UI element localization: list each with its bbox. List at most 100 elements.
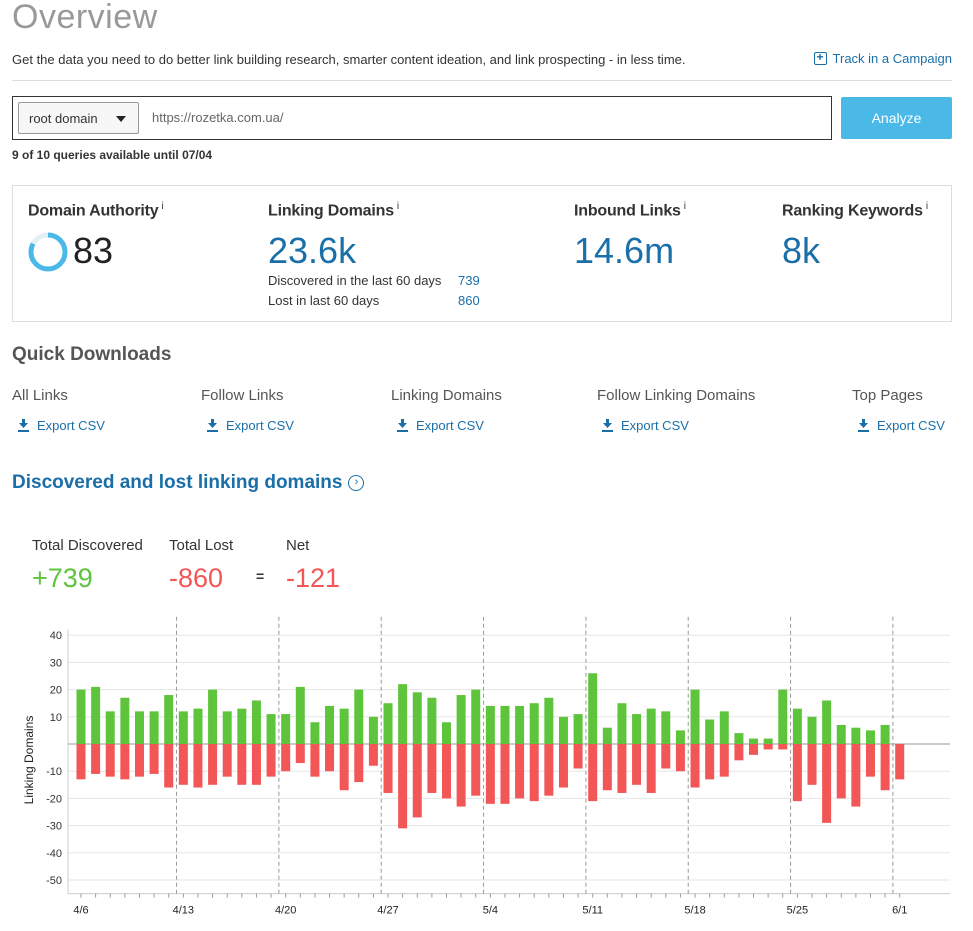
download-icon (397, 419, 408, 432)
bar-lost (675, 744, 685, 772)
bar-lost (354, 744, 364, 783)
total-lost-label: Total Lost (169, 537, 234, 554)
linking-domains-value: 23.6k (268, 230, 357, 271)
bar-discovered (661, 711, 671, 744)
bar-lost (573, 744, 583, 769)
bar-lost (383, 744, 393, 793)
analyze-button[interactable]: Analyze (841, 97, 952, 139)
download-label-follow-linking-domains: Follow Linking Domains (597, 387, 756, 404)
bar-discovered (719, 711, 729, 744)
export-csv-label: Export CSV (621, 418, 689, 433)
bar-lost (237, 744, 247, 785)
bar-lost (295, 744, 305, 764)
bar-lost (632, 744, 642, 785)
x-tick-label: 6/1 (892, 905, 907, 917)
bar-lost (76, 744, 86, 780)
y-tick-label: 40 (50, 630, 62, 642)
bar-discovered (880, 724, 890, 744)
bar-lost (134, 744, 144, 777)
bar-lost (222, 744, 232, 777)
bar-discovered (456, 695, 466, 744)
download-label-linking-domains: Linking Domains (391, 387, 502, 404)
bar-discovered (398, 684, 408, 744)
info-icon[interactable]: i (161, 201, 164, 212)
bar-lost (105, 744, 115, 777)
bar-lost (705, 744, 715, 780)
bar-lost (558, 744, 568, 788)
scope-value: root domain (29, 111, 98, 126)
bar-discovered (368, 716, 378, 744)
bar-lost (588, 744, 598, 802)
page-subtitle: Get the data you need to do better link … (12, 52, 686, 67)
export-csv-top-pages[interactable]: Export CSV (858, 418, 945, 433)
bar-discovered (76, 689, 86, 744)
bar-discovered (792, 708, 802, 744)
x-tick-label: 4/6 (73, 905, 88, 917)
bar-discovered (193, 708, 203, 744)
x-tick-label: 5/11 (582, 905, 603, 917)
plus-square-icon: + (813, 51, 827, 65)
bar-lost (529, 744, 539, 802)
info-icon[interactable]: i (683, 201, 686, 212)
url-input[interactable]: https://rozetka.com.ua/ (152, 110, 284, 125)
export-csv-linking-domains[interactable]: Export CSV (397, 418, 484, 433)
bar-lost (412, 744, 422, 818)
download-label-follow-links: Follow Links (201, 387, 284, 404)
bar-lost (807, 744, 817, 785)
export-csv-follow-linking-domains[interactable]: Export CSV (602, 418, 689, 433)
page-title: Overview (12, 0, 158, 36)
bar-discovered (836, 724, 846, 744)
bar-discovered (588, 673, 598, 744)
discovered-lost-title[interactable]: Discovered and lost linking domains › (12, 472, 365, 494)
bar-discovered (749, 738, 759, 744)
bar-discovered (178, 711, 188, 744)
bar-lost (149, 744, 159, 774)
total-lost-value: -860 (169, 563, 224, 593)
equals-sign: = (256, 568, 265, 584)
download-icon (207, 419, 218, 432)
bar-discovered (266, 714, 276, 744)
bar-lost (661, 744, 671, 769)
info-icon[interactable]: i (396, 201, 399, 212)
bar-discovered (778, 689, 788, 744)
quick-downloads-title: Quick Downloads (12, 344, 172, 365)
x-tick-label: 5/4 (483, 905, 498, 917)
ranking-keywords-label: Ranking Keywords i (782, 201, 928, 220)
bar-lost (749, 744, 759, 755)
lost-value[interactable]: 860 (458, 293, 480, 308)
net-value: -121 (286, 563, 341, 593)
bar-lost (120, 744, 130, 780)
discovered-value[interactable]: 739 (458, 273, 480, 288)
bar-discovered (865, 730, 875, 744)
scope-select[interactable]: root domain (18, 102, 139, 134)
download-icon (18, 419, 29, 432)
export-csv-follow-links[interactable]: Export CSV (207, 418, 294, 433)
bar-lost (485, 744, 495, 804)
download-label-top-pages: Top Pages (852, 387, 923, 404)
bar-lost (602, 744, 612, 791)
bar-discovered (237, 708, 247, 744)
x-tick-label: 5/18 (684, 905, 705, 917)
bar-discovered (675, 730, 685, 744)
bar-discovered (646, 708, 656, 744)
export-csv-label: Export CSV (226, 418, 294, 433)
info-icon[interactable]: i (925, 201, 928, 212)
bar-lost (310, 744, 320, 777)
y-tick-label: -50 (46, 875, 62, 887)
export-csv-all-links[interactable]: Export CSV (18, 418, 105, 433)
y-tick-label: -20 (46, 793, 62, 805)
caret-down-icon (116, 116, 126, 122)
bar-lost (778, 744, 788, 750)
bar-lost (822, 744, 832, 823)
bar-lost (471, 744, 481, 796)
y-tick-label: 10 (50, 712, 62, 724)
linking-domains-label: Linking Domains i (268, 201, 399, 220)
domain-authority-ring (28, 232, 68, 272)
bar-discovered (134, 711, 144, 744)
bar-discovered (822, 700, 832, 744)
bar-lost (880, 744, 890, 791)
export-csv-label: Export CSV (877, 418, 945, 433)
bar-discovered (573, 714, 583, 744)
track-in-campaign-link[interactable]: + Track in a Campaign (813, 51, 952, 66)
discovered-label: Discovered in the last 60 days (268, 273, 442, 288)
